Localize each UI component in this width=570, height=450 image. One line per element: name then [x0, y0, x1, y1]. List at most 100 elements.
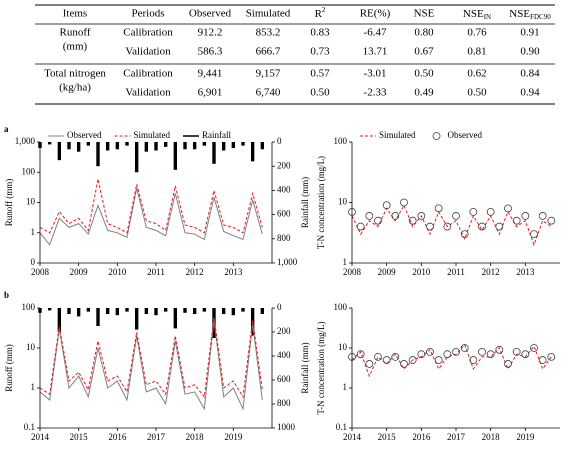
observed-point	[521, 212, 530, 220]
observed-point	[547, 352, 556, 361]
table-cell: 0.50	[467, 87, 487, 99]
rainfall-bar	[86, 308, 91, 312]
x-tick-label: 2013	[516, 267, 535, 277]
observed-point	[426, 222, 434, 231]
x-tick-label: 2009	[378, 267, 397, 277]
table-cell: Calibration	[123, 68, 173, 80]
rainfall-bar	[202, 308, 207, 312]
table-cell: 0.62	[467, 68, 486, 80]
observed-point	[417, 212, 426, 220]
rainfall-bar	[241, 142, 245, 146]
observed-point	[374, 352, 382, 361]
table-cell: 6,740	[256, 87, 281, 99]
observed-point	[391, 352, 400, 361]
y2-tick-label: 1,000	[277, 257, 298, 267]
table-cell: 666.7	[256, 46, 281, 58]
table-item: (kg/ha)	[59, 82, 91, 94]
y-axis-label: Runoff (mm)	[4, 179, 14, 227]
rainfall-bar	[173, 308, 178, 329]
y2-tick-label: 1000	[277, 422, 296, 432]
series-line	[39, 319, 263, 411]
rainfall-bar	[115, 308, 120, 316]
observed-point	[512, 216, 521, 225]
y2-tick-label: 0	[277, 302, 282, 312]
rainfall-bar	[76, 142, 81, 152]
rainfall-bar	[250, 142, 255, 162]
rainfall-bar	[67, 308, 71, 314]
observed-point	[538, 212, 547, 220]
rainfall-bar	[96, 308, 100, 326]
rainfall-bar	[260, 308, 265, 314]
rainfall-bar	[115, 142, 120, 150]
y-axis-label: T-N concentration (mg/L)	[316, 321, 326, 414]
table-header: NSE	[414, 8, 435, 20]
table-header: Items	[63, 8, 87, 20]
rainfall-bar	[221, 142, 226, 151]
observed-point	[512, 347, 521, 356]
observed-point	[374, 216, 382, 225]
table-header: Simulated	[246, 8, 291, 20]
rainfall-bar	[86, 142, 91, 146]
observed-point	[417, 350, 426, 359]
rainfall-bar	[163, 142, 168, 147]
observed-point	[530, 344, 538, 352]
x-tick-label: 2009	[70, 267, 89, 277]
table-cell: 853.2	[256, 27, 281, 39]
table-cell: 0.57	[310, 68, 330, 80]
y-tick-label: 100	[334, 136, 348, 146]
x-tick-label: 2015	[70, 432, 89, 442]
rainfall-bar	[144, 308, 149, 314]
observed-point	[538, 356, 547, 364]
observed-point	[382, 201, 391, 210]
header-text: NSE	[509, 8, 530, 20]
table-cell: Validation	[125, 87, 171, 99]
y2-tick-label: 400	[277, 350, 291, 360]
panel-label: b	[4, 290, 9, 300]
observed-point	[434, 356, 443, 364]
rainfall-bar	[231, 142, 236, 149]
x-tick-label: 2014	[343, 432, 362, 442]
y-tick-label: 100	[334, 302, 348, 312]
table-cell: 0.94	[520, 87, 540, 99]
rainfall-bar	[47, 308, 52, 311]
observed-point	[365, 212, 374, 220]
x-tick-label: 2013	[224, 267, 243, 277]
x-tick-label: 2015	[378, 432, 397, 442]
rainfall-bar	[212, 142, 216, 164]
x-tick-label: 2008	[343, 267, 362, 277]
observed-point	[547, 216, 556, 225]
table-cell: 6,901	[198, 87, 223, 99]
rainfall-bar	[144, 142, 149, 152]
x-tick-label: 2019	[224, 432, 243, 442]
observed-point	[478, 222, 486, 231]
table-cell: 13.71	[363, 46, 388, 58]
header-sub: FDC90	[530, 13, 551, 21]
rainfall-bar	[154, 142, 158, 151]
rainfall-bar	[134, 308, 139, 330]
series-line	[39, 178, 263, 234]
table-item: Total nitrogen	[44, 68, 106, 80]
rainfall-bar	[105, 142, 110, 151]
y2-tick-label: 600	[277, 374, 291, 384]
y-tick-label: 100	[22, 166, 36, 176]
observed-point	[382, 356, 391, 364]
y-tick-label: 1,000	[15, 136, 36, 146]
rainfall-bar	[47, 142, 52, 145]
table-header: Observed	[189, 8, 232, 20]
observed-point	[452, 212, 460, 220]
y-tick-label: 1	[31, 227, 36, 237]
y2-tick-label: 200	[277, 326, 291, 336]
x-tick-label: 2017	[447, 432, 466, 442]
rainfall-bar	[57, 308, 62, 332]
x-tick-label: 2017	[147, 432, 166, 442]
x-tick-label: 2019	[516, 432, 535, 442]
observed-point	[478, 347, 486, 356]
table-cell: -2.33	[364, 87, 387, 99]
y2-tick-label: 0	[277, 136, 282, 146]
y2-tick-label: 800	[277, 398, 291, 408]
x-tick-label: 2016	[412, 432, 431, 442]
observed-point	[469, 356, 478, 364]
rainfall-bar	[183, 142, 187, 150]
table-item: (mm)	[63, 41, 88, 53]
